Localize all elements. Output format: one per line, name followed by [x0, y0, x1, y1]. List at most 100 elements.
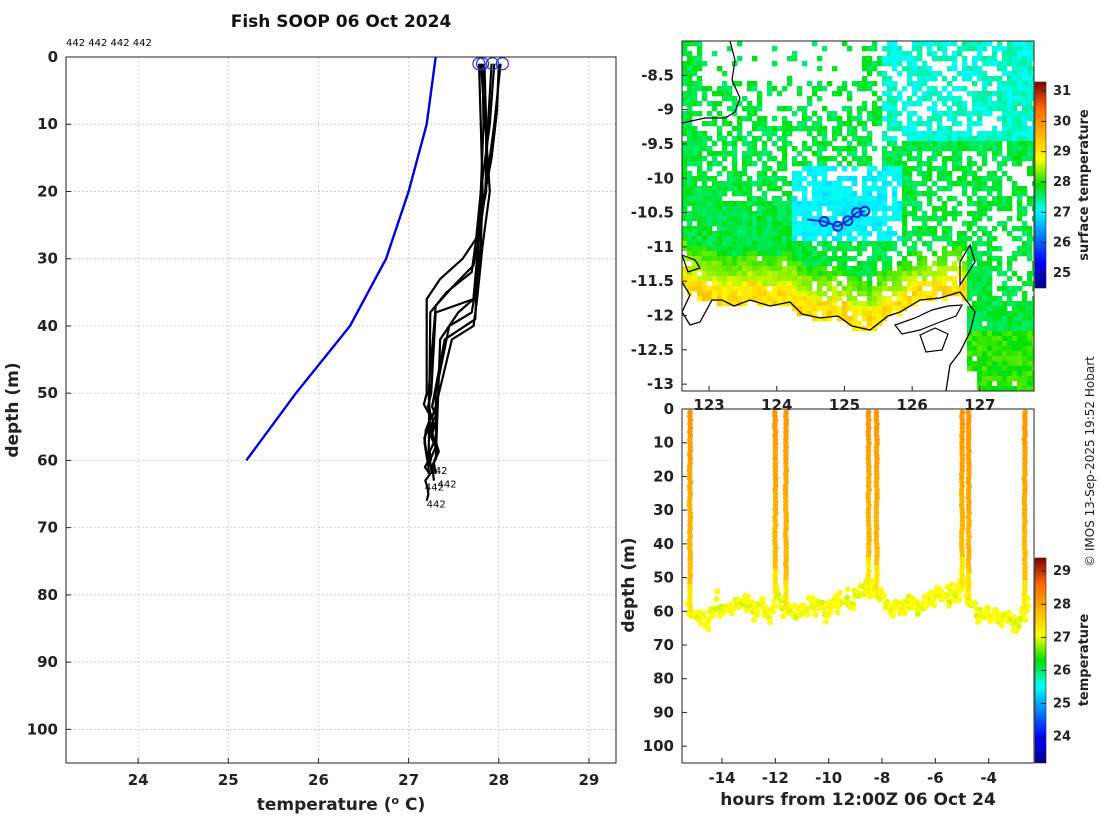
- sst-cell: [722, 81, 728, 87]
- sst-cell: [872, 241, 878, 247]
- sst-cell: [762, 301, 768, 307]
- sst-cell: [1002, 121, 1008, 127]
- sst-cell: [752, 241, 758, 247]
- sst-cell: [862, 191, 868, 197]
- sst-cell: [697, 56, 703, 62]
- sst-cell: [1027, 336, 1033, 342]
- sst-cell: [897, 51, 903, 57]
- section-point-bottom: [766, 614, 773, 621]
- sst-cell: [797, 201, 803, 207]
- sst-cell: [852, 256, 858, 262]
- sst-cell: [682, 66, 688, 72]
- sst-cell: [977, 331, 983, 337]
- sst-cell: [912, 296, 918, 302]
- sst-cell: [892, 191, 898, 197]
- sst-cell: [1022, 226, 1028, 232]
- sst-cell: [682, 51, 688, 57]
- sst-cell: [777, 236, 783, 242]
- sst-cell: [982, 111, 988, 117]
- sst-cell: [972, 231, 978, 237]
- sst-cell: [1012, 331, 1018, 337]
- sst-cell: [722, 236, 728, 242]
- sst-cell: [742, 251, 748, 257]
- sst-cell: [712, 291, 718, 297]
- sst-cell: [997, 311, 1003, 317]
- sst-cell: [842, 266, 848, 272]
- sst-cell: [952, 276, 958, 282]
- sst-cell: [732, 156, 738, 162]
- sst-cell: [737, 206, 743, 212]
- sst-cell: [932, 156, 938, 162]
- sst-cell: [902, 271, 908, 277]
- sst-cell: [907, 126, 913, 132]
- sst-cell: [887, 171, 893, 177]
- sst-cell: [947, 131, 953, 137]
- sst-cell: [727, 271, 733, 277]
- sst-cell: [727, 221, 733, 227]
- sst-cell: [1017, 331, 1023, 337]
- sst-cell: [797, 126, 803, 132]
- sst-cell: [1017, 341, 1023, 347]
- sst-cell: [802, 286, 808, 292]
- sst-cell: [717, 226, 723, 232]
- sst-cell: [787, 236, 793, 242]
- sst-cell: [1032, 266, 1034, 272]
- sst-cell: [707, 236, 713, 242]
- sst-cell: [902, 51, 908, 57]
- sst-cell: [952, 281, 958, 287]
- sst-cell: [942, 141, 948, 147]
- sst-cell: [1007, 46, 1013, 52]
- sst-cell: [1022, 246, 1028, 252]
- section-point-bottom: [836, 589, 843, 596]
- sst-cell: [1012, 256, 1018, 262]
- sst-cell: [762, 201, 768, 207]
- sst-cell: [997, 381, 1003, 387]
- sst-cell: [687, 41, 693, 47]
- sst-cell: [902, 151, 908, 157]
- section-point-cast: [1021, 595, 1028, 602]
- sst-cell: [1017, 371, 1023, 377]
- sst-cell: [897, 236, 903, 242]
- sst-cell: [942, 201, 948, 207]
- section-point-cast: [965, 525, 972, 532]
- sst-cell: [1027, 131, 1033, 137]
- sst-cell: [727, 291, 733, 297]
- sst-cell: [802, 201, 808, 207]
- sst-cell: [1032, 301, 1034, 307]
- sst-cell: [812, 311, 818, 317]
- sst-cell: [967, 326, 973, 332]
- sst-cell: [697, 281, 703, 287]
- sst-cell: [1032, 311, 1034, 317]
- sst-cell: [702, 131, 708, 137]
- section-point-cast: [1021, 603, 1028, 610]
- sst-cell: [817, 56, 823, 62]
- sst-cell: [837, 311, 843, 317]
- sst-cell: [842, 301, 848, 307]
- sst-cell: [952, 216, 958, 222]
- sst-cell: [872, 226, 878, 232]
- section-point-bottom: [728, 610, 735, 617]
- sst-cell: [862, 151, 868, 157]
- sst-cell: [992, 146, 998, 152]
- sst-cell: [957, 121, 963, 127]
- section-y-tick-label: 0: [664, 400, 674, 418]
- sst-cell: [947, 81, 953, 87]
- sst-cell: [977, 141, 983, 147]
- sst-cell: [902, 231, 908, 237]
- sst-cell: [732, 171, 738, 177]
- sst-cell: [912, 71, 918, 77]
- sst-cell: [682, 281, 688, 287]
- section-point-bottom: [850, 604, 857, 611]
- sst-cell: [952, 181, 958, 187]
- sst-cell: [712, 176, 718, 182]
- sst-cell: [787, 131, 793, 137]
- sst-cell: [772, 281, 778, 287]
- sst-cell: [897, 161, 903, 167]
- sst-cell: [987, 111, 993, 117]
- sst-cell: [767, 236, 773, 242]
- sst-cell: [947, 226, 953, 232]
- sst-cell: [972, 41, 978, 47]
- sst-cell: [782, 271, 788, 277]
- sst-cell: [937, 166, 943, 172]
